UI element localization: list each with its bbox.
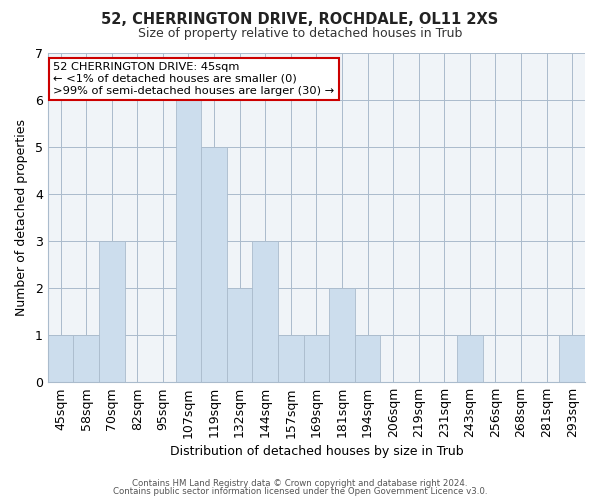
X-axis label: Distribution of detached houses by size in Trub: Distribution of detached houses by size … [170, 444, 463, 458]
Bar [457, 335, 482, 382]
Bar [227, 288, 253, 382]
Text: 52, CHERRINGTON DRIVE, ROCHDALE, OL11 2XS: 52, CHERRINGTON DRIVE, ROCHDALE, OL11 2X… [101, 12, 499, 28]
Bar [48, 335, 73, 382]
Text: Size of property relative to detached houses in Trub: Size of property relative to detached ho… [138, 28, 462, 40]
Bar [253, 241, 278, 382]
Bar [559, 335, 585, 382]
Bar [99, 241, 125, 382]
Bar [329, 288, 355, 382]
Bar [355, 335, 380, 382]
Bar [304, 335, 329, 382]
Text: Contains HM Land Registry data © Crown copyright and database right 2024.: Contains HM Land Registry data © Crown c… [132, 478, 468, 488]
Y-axis label: Number of detached properties: Number of detached properties [15, 119, 28, 316]
Bar [176, 100, 201, 382]
Text: Contains public sector information licensed under the Open Government Licence v3: Contains public sector information licen… [113, 487, 487, 496]
Text: 52 CHERRINGTON DRIVE: 45sqm
← <1% of detached houses are smaller (0)
>99% of sem: 52 CHERRINGTON DRIVE: 45sqm ← <1% of det… [53, 62, 334, 96]
Bar [73, 335, 99, 382]
Bar [278, 335, 304, 382]
Bar [201, 146, 227, 382]
